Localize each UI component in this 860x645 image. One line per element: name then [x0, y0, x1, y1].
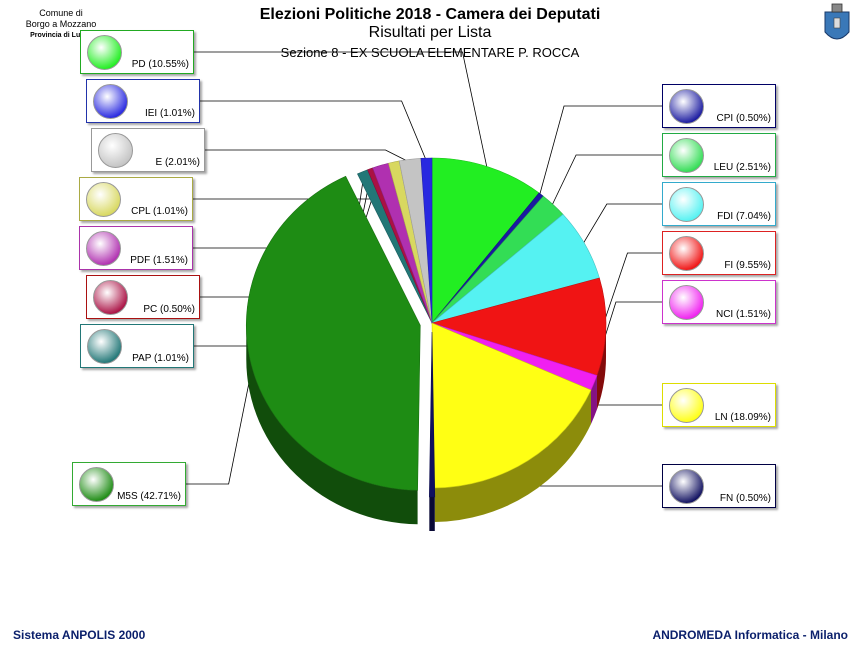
legend-label-fdi: FDI (7.04%): [717, 211, 771, 222]
leader-line-leu: [550, 154, 662, 208]
pdf-logo-icon: [86, 231, 121, 266]
leader-line-pd: [194, 51, 488, 171]
cpi-logo-icon: [669, 89, 704, 124]
legend-box-pc: PC (0.50%): [86, 275, 200, 319]
legend-label-fi: FI (9.55%): [724, 260, 771, 271]
leader-line-fdi: [581, 203, 662, 247]
m5s-logo-icon: [79, 467, 114, 502]
legend-label-e: E (2.01%): [155, 157, 200, 168]
legend-box-cpl: CPL (1.01%): [79, 177, 193, 221]
legend-label-pap: PAP (1.01%): [132, 353, 189, 364]
legend-box-fn: FN (0.50%): [662, 464, 776, 508]
legend-label-pc: PC (0.50%): [143, 304, 195, 315]
pie-slices: [245, 157, 607, 531]
leader-line-cpi: [538, 105, 662, 198]
footer-company-label: ANDROMEDA Informatica - Milano: [652, 628, 848, 642]
municipality-line-3: Provincia di Lucca: [30, 32, 92, 39]
pap-logo-icon: [87, 329, 122, 364]
legend-box-fdi: FDI (7.04%): [662, 182, 776, 226]
fn-logo-icon: [669, 469, 704, 504]
slice-side-fn: [429, 496, 435, 531]
iei-logo-icon: [93, 84, 128, 119]
legend-box-leu: LEU (2.51%): [662, 133, 776, 177]
legend-box-cpi: CPI (0.50%): [662, 84, 776, 128]
footer-system-label: Sistema ANPOLIS 2000: [13, 628, 146, 642]
leader-line-m5s: [186, 359, 255, 485]
legend-box-iei: IEI (1.01%): [86, 79, 200, 123]
ln-logo-icon: [669, 388, 704, 423]
slice-m5s: [245, 175, 421, 491]
legend-label-nci: NCI (1.51%): [715, 309, 771, 320]
slice-side-m5s: [246, 325, 418, 525]
municipality-line-1: Comune di: [39, 8, 83, 18]
legend-box-pap: PAP (1.01%): [80, 324, 194, 368]
pd-logo-icon: [87, 35, 122, 70]
section-label: Sezione 8 - EX SCUOLA ELEMENTARE P. ROCC…: [280, 45, 580, 60]
legend-box-m5s: M5S (42.71%): [72, 462, 186, 506]
legend-box-nci: NCI (1.51%): [662, 280, 776, 324]
legend-box-ln: LN (18.09%): [662, 383, 776, 427]
legend-box-fi: FI (9.55%): [662, 231, 776, 275]
legend-label-leu: LEU (2.51%): [713, 162, 771, 173]
slice-side-nci: [591, 375, 597, 425]
municipality-label: Comune di Borgo a Mozzano Provincia di L…: [6, 8, 116, 41]
chart-subtitle: Risultati per Lista: [368, 24, 492, 41]
e-logo-icon: [98, 133, 133, 168]
legend-box-e: E (2.01%): [91, 128, 205, 172]
slice-fn: [429, 331, 436, 498]
leader-line-iei: [200, 100, 427, 162]
leu-logo-icon: [669, 138, 704, 173]
nci-logo-icon: [669, 285, 704, 320]
legend-label-cpl: CPL (1.01%): [131, 206, 188, 217]
legend-label-ln: LN (18.09%): [714, 412, 771, 423]
legend-box-pd: PD (10.55%): [80, 30, 194, 74]
chart-title: Elezioni Politiche 2018 - Camera dei Dep…: [259, 6, 601, 23]
slice-pd: [431, 157, 540, 324]
legend-label-fn: FN (0.50%): [719, 493, 771, 504]
pc-logo-icon: [93, 280, 128, 315]
leader-line-fi: [602, 252, 662, 327]
cpl-logo-icon: [86, 182, 121, 217]
legend-label-pdf: PDF (1.51%): [130, 255, 188, 266]
slice-iei: [420, 157, 433, 324]
slice-side-fi: [596, 323, 606, 410]
leader-line-e: [205, 149, 411, 163]
slice-ln: [431, 322, 592, 489]
fi-logo-icon: [669, 236, 704, 271]
legend-label-pd: PD (10.55%): [131, 59, 189, 70]
fdi-logo-icon: [669, 187, 704, 222]
slice-fi: [430, 277, 607, 376]
legend-label-cpi: CPI (0.50%): [716, 113, 771, 124]
legend-label-m5s: M5S (42.71%): [117, 491, 181, 502]
legend-label-iei: IEI (1.01%): [144, 108, 195, 119]
municipal-crest-icon: [824, 3, 850, 40]
legend-box-pdf: PDF (1.51%): [79, 226, 193, 270]
municipality-line-2: Borgo a Mozzano: [25, 19, 97, 29]
slice-side-ln: [434, 390, 592, 522]
